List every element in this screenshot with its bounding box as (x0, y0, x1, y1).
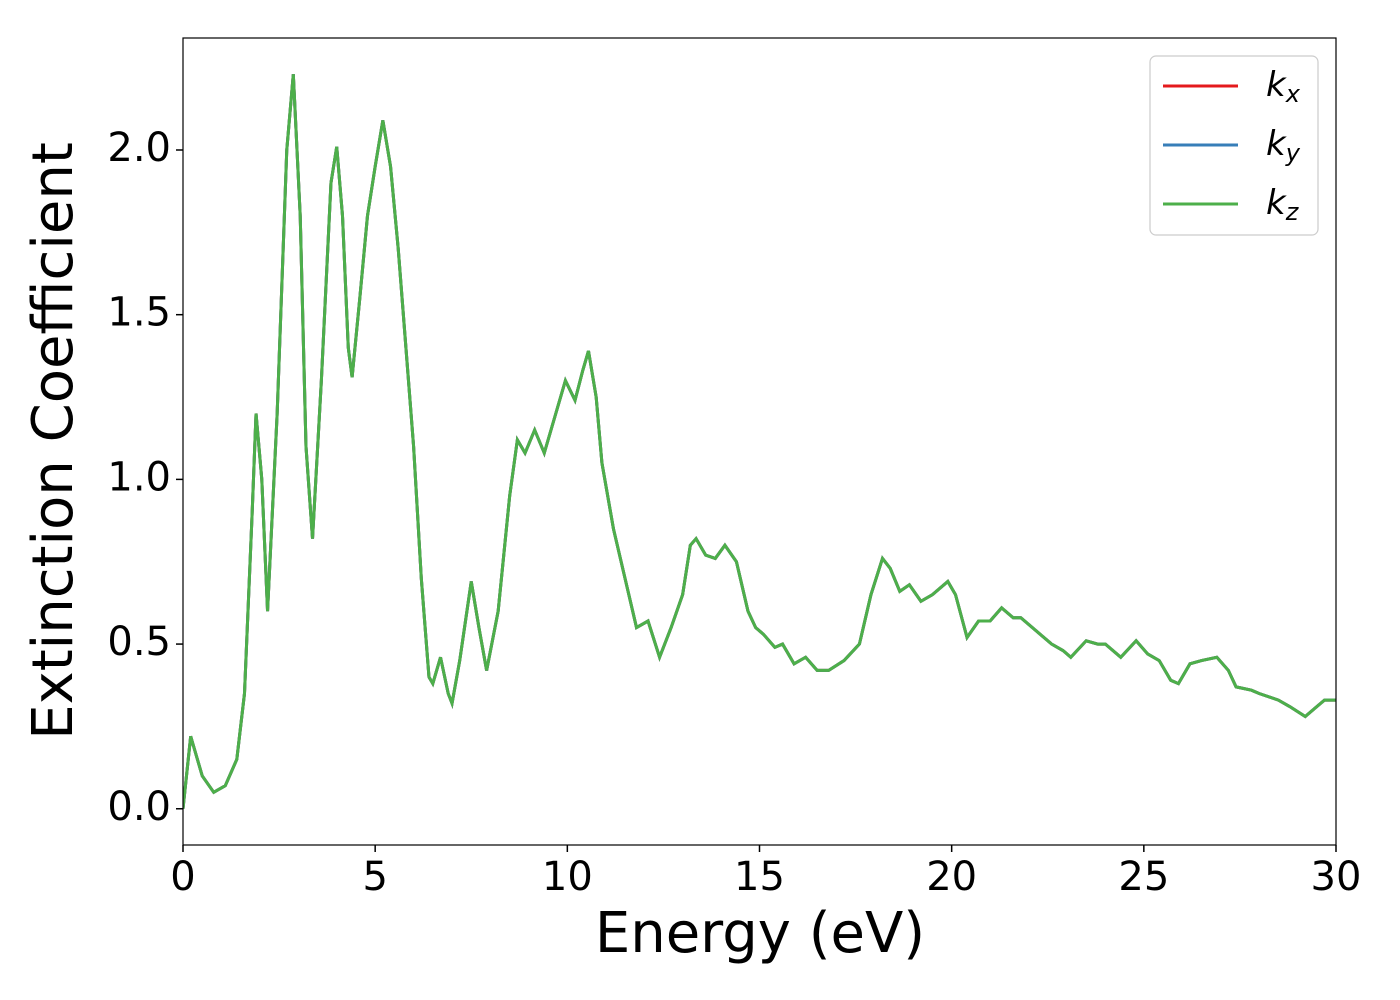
y-tick-label: 0.5 (107, 619, 171, 665)
x-tick-label: 10 (542, 854, 593, 900)
y-tick-label: 1.0 (107, 454, 171, 500)
x-tick-label: 25 (1118, 854, 1169, 900)
data-line (183, 74, 1336, 809)
x-tick-label: 15 (734, 854, 785, 900)
y-tick-label: 1.5 (107, 290, 171, 336)
y-tick-label: 0.0 (107, 784, 171, 830)
y-tick-label: 2.0 (107, 125, 171, 171)
x-tick-label: 5 (362, 854, 387, 900)
plot-frame (182, 37, 1337, 846)
legend-label: kx (1266, 65, 1301, 109)
legend-label: ky (1266, 124, 1301, 168)
legend-label: kz (1266, 183, 1300, 227)
y-axis-label: Extinction Coefficient (21, 142, 86, 740)
x-tick-label: 0 (170, 854, 195, 900)
x-axis-label: Energy (eV) (595, 901, 925, 966)
x-tick-label: 20 (926, 854, 977, 900)
x-tick-label: 30 (1311, 854, 1362, 900)
